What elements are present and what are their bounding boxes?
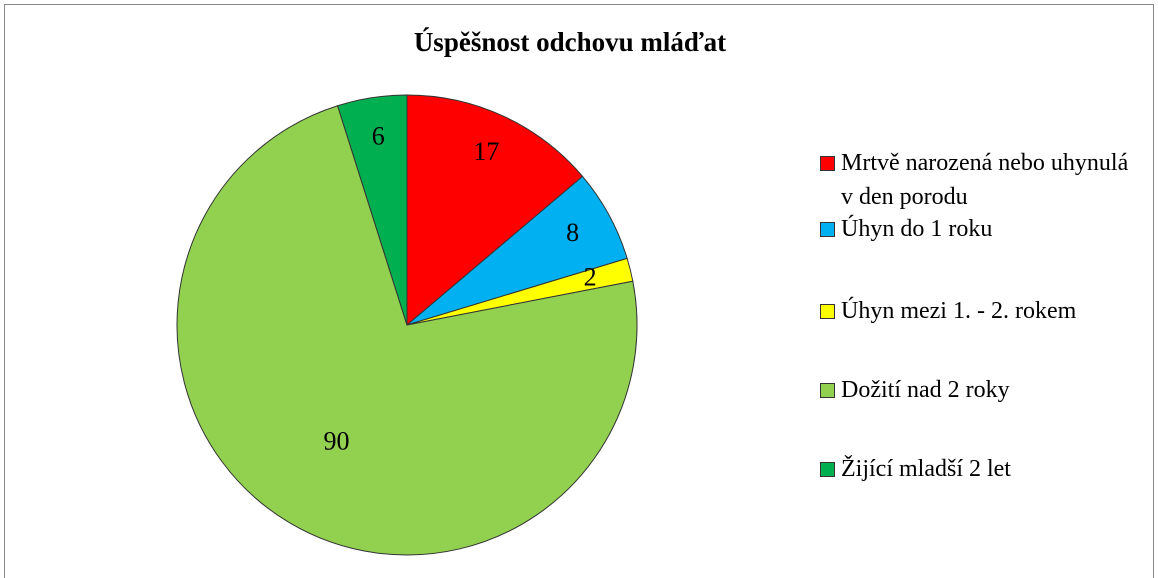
legend-label: Dožití nad 2 roky <box>841 377 1010 403</box>
pie-slice <box>406 94 584 327</box>
legend-item: Žijící mladší 2 let <box>820 452 1140 486</box>
pie-slice <box>176 105 638 556</box>
chart-title: Úspěšnost odchovu mláďat <box>414 27 726 57</box>
data-label: 6 <box>372 122 385 151</box>
pie-slice <box>336 94 408 326</box>
legend-swatch <box>820 304 835 319</box>
legend-swatch <box>820 156 835 171</box>
legend-label: Úhyn do 1 roku <box>841 216 993 242</box>
legend-item: Úhyn mezi 1. - 2. rokem <box>820 294 1140 328</box>
legend-swatch <box>820 462 835 477</box>
legend-swatch <box>820 222 835 237</box>
legend-item: Úhyn do 1 roku <box>820 212 1140 246</box>
data-label: 2 <box>584 263 597 292</box>
legend-swatch <box>820 383 835 398</box>
legend-label: Mrtvě narozená nebo uhynulá v den porodu <box>841 150 1129 210</box>
legend-item: Dožití nad 2 roky <box>820 373 1140 407</box>
data-label: 17 <box>473 137 499 166</box>
data-label: 8 <box>566 218 579 247</box>
legend-item: Mrtvě narozená nebo uhynulá v den porodu <box>820 146 1140 214</box>
data-label: 90 <box>323 427 349 456</box>
legend-label: Úhyn mezi 1. - 2. rokem <box>841 298 1077 324</box>
legend-label: Žijící mladší 2 let <box>841 456 1011 482</box>
